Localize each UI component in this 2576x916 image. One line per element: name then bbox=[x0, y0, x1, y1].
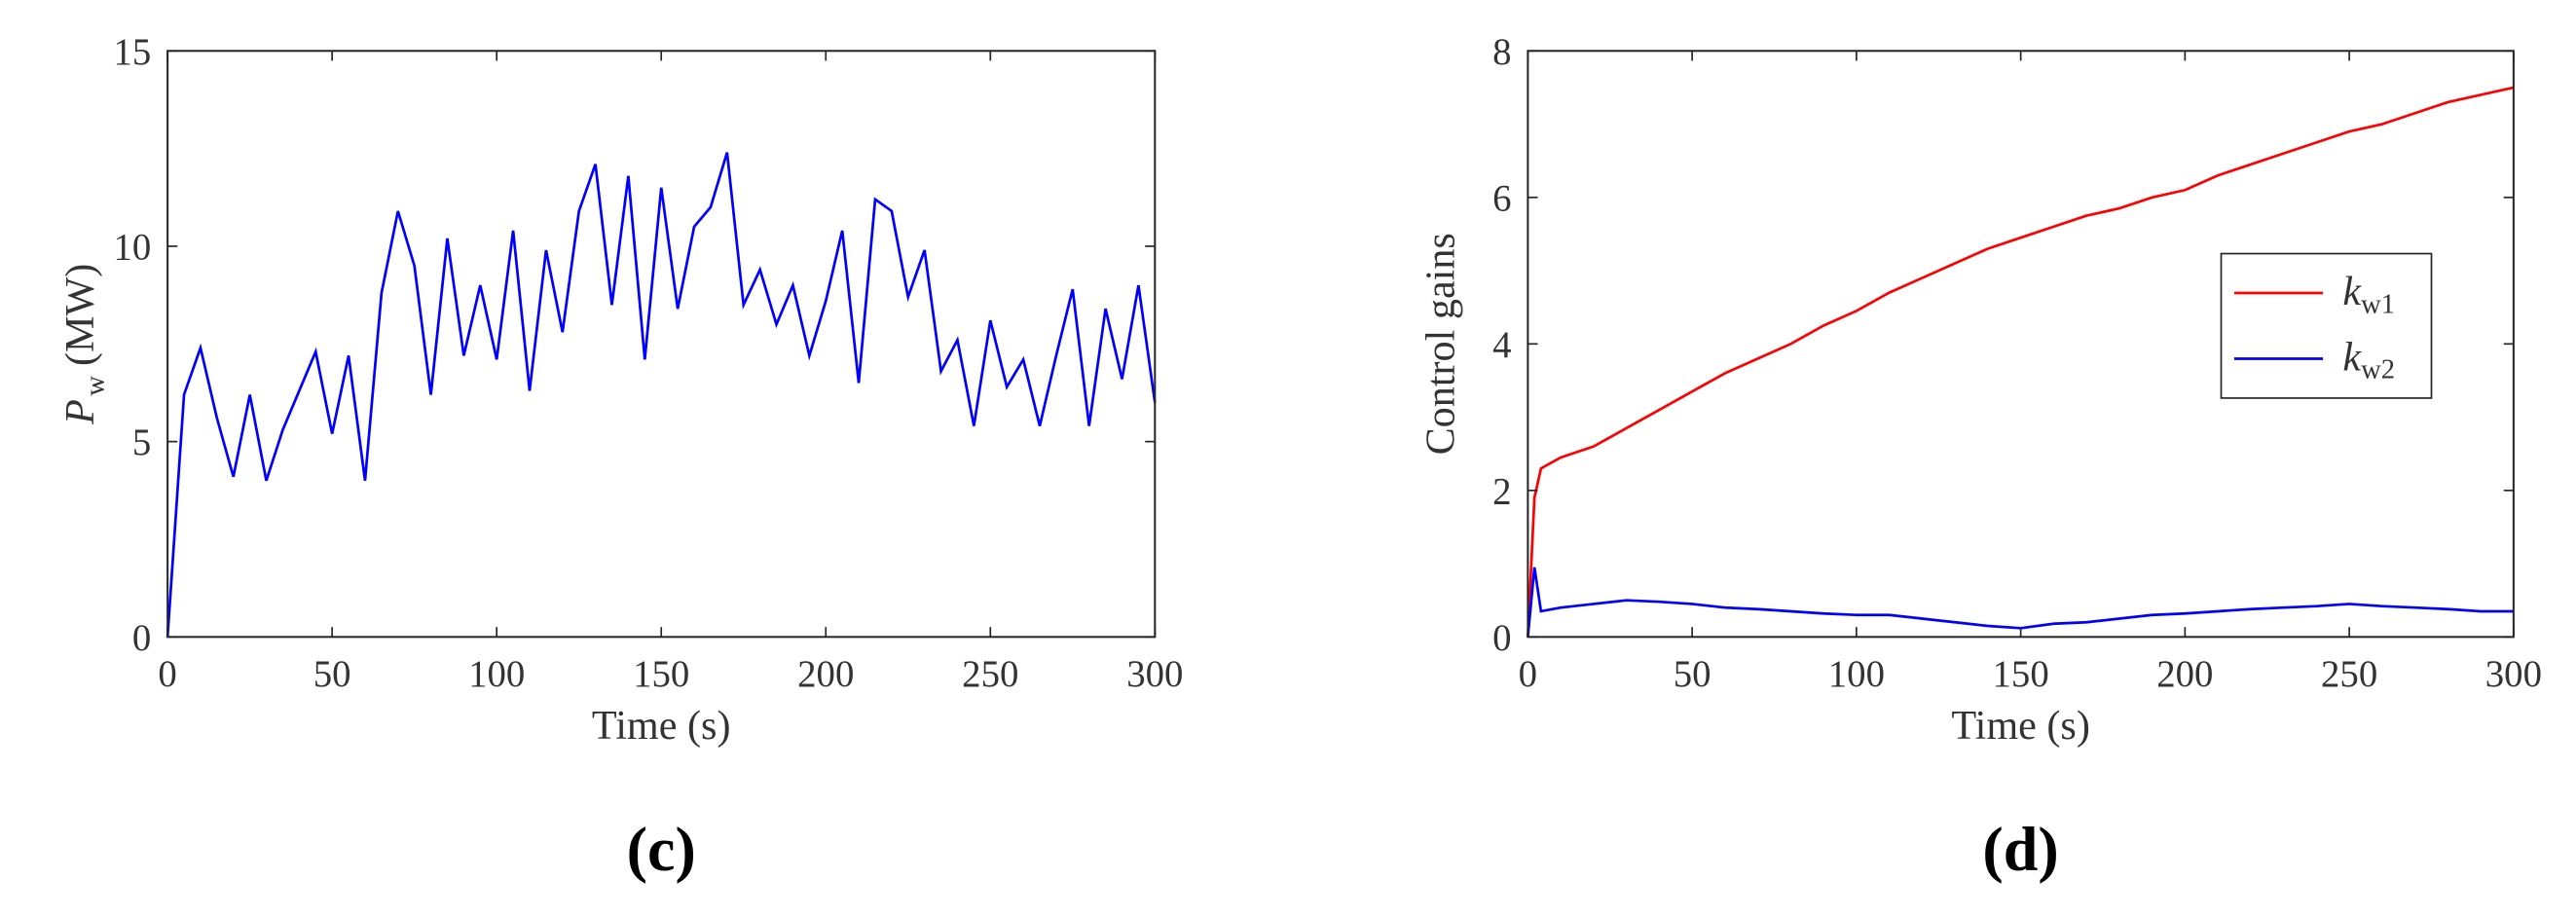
legend-label: kw1 bbox=[2342, 269, 2395, 319]
y-tick-label: 8 bbox=[1492, 31, 1511, 73]
x-tick-label: 150 bbox=[633, 653, 689, 695]
legend-subscript: w2 bbox=[2361, 354, 2395, 385]
y-axis-label: Pw (MW) bbox=[57, 264, 110, 425]
legend-box bbox=[2220, 252, 2433, 399]
y-tick-label: 4 bbox=[1492, 324, 1511, 366]
x-tick-label: 50 bbox=[1674, 653, 1711, 695]
axes-box bbox=[166, 50, 1157, 639]
x-axis-label: Time (s) bbox=[1951, 703, 2090, 749]
line bbox=[1527, 86, 2515, 638]
legend-name: k bbox=[2342, 334, 2362, 380]
y-label-unit: (MW) bbox=[57, 264, 103, 366]
line bbox=[166, 152, 1157, 638]
legend-name: k bbox=[2342, 269, 2362, 314]
line bbox=[1527, 567, 2514, 638]
panel-label: (d) bbox=[1982, 815, 2058, 884]
y-tick-label: 5 bbox=[132, 421, 151, 463]
x-tick-label: 0 bbox=[158, 653, 176, 695]
x-tick-label: 0 bbox=[1519, 653, 1537, 695]
legend-subscript: w1 bbox=[2361, 288, 2395, 319]
x-tick-label: 200 bbox=[2156, 653, 2213, 695]
y-tick-label: 0 bbox=[132, 617, 151, 659]
y-tick-label: 2 bbox=[1492, 470, 1511, 512]
y-tick-label: 15 bbox=[113, 31, 151, 73]
x-tick-label: 200 bbox=[797, 653, 854, 695]
legend-label: kw2 bbox=[2342, 334, 2395, 385]
x-tick-label: 100 bbox=[468, 653, 525, 695]
x-tick-label: 300 bbox=[2485, 653, 2542, 695]
x-axis-label: Time (s) bbox=[592, 703, 731, 749]
x-tick-label: 100 bbox=[1828, 653, 1885, 695]
x-tick-label: 150 bbox=[1993, 653, 2049, 695]
x-tick-label: 50 bbox=[313, 653, 351, 695]
y-tick-label: 10 bbox=[113, 226, 151, 268]
y-label-subscript: w bbox=[79, 376, 110, 396]
y-tick-label: 6 bbox=[1492, 177, 1511, 219]
y-label-main: P bbox=[57, 399, 103, 425]
y-axis-label: Control gains bbox=[1417, 233, 1463, 455]
x-tick-label: 250 bbox=[2321, 653, 2377, 695]
panel-label: (c) bbox=[627, 815, 696, 884]
y-label-main: Control gains bbox=[1417, 233, 1463, 455]
y-tick-label: 0 bbox=[1492, 617, 1511, 659]
x-tick-label: 300 bbox=[1126, 653, 1183, 695]
x-tick-label: 250 bbox=[962, 653, 1018, 695]
